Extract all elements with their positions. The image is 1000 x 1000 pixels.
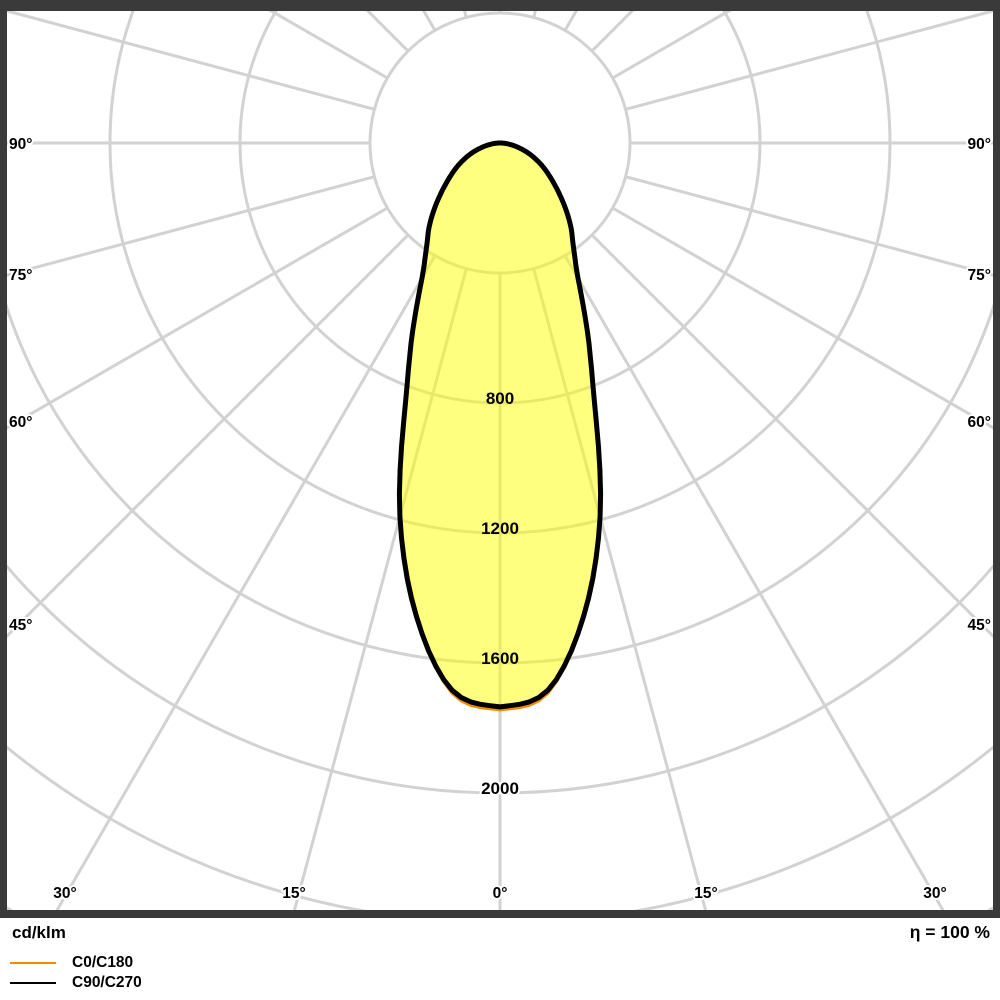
ring-label-1200: 1200 xyxy=(481,519,519,538)
angle-label-right-60°: 60° xyxy=(968,414,991,431)
curve-c90-c270 xyxy=(396,140,604,710)
legend: C0/C180 C90/C270 xyxy=(10,953,142,993)
angle-label-left-45°: 45° xyxy=(9,617,32,634)
chart-frame xyxy=(0,0,1000,918)
angle-label-left-75°: 75° xyxy=(9,267,32,284)
angle-label-left-60°: 60° xyxy=(9,414,32,431)
efficiency-label: η = 100 % xyxy=(909,922,990,942)
legend-label-c0-c180: C0/C180 xyxy=(72,954,134,971)
ring-label-2000: 2000 xyxy=(481,779,519,798)
legend-label-c90-c270: C90/C270 xyxy=(72,974,142,991)
angle-label-right-45°: 45° xyxy=(968,617,991,634)
angle-label-bottom-30°: 30° xyxy=(923,885,946,902)
polar-intensity-chart: 800 1200 1600 2000 90° 75° 60° 45° 90° 75° 60° 45° 3… xyxy=(0,0,1000,918)
angle-label-right-75°: 75° xyxy=(968,267,991,284)
legend-swatch-c0-c180 xyxy=(10,962,56,964)
angle-label-bottom-0°: 0° xyxy=(493,885,508,902)
angle-label-bottom-30°: 30° xyxy=(53,885,76,902)
angle-label-left-90°: 90° xyxy=(9,136,32,153)
chart-footer: cd/klm η = 100 % C0/C180 C90/C270 xyxy=(0,918,1000,1000)
angle-label-right-90°: 90° xyxy=(968,136,991,153)
ring-label-800: 800 xyxy=(486,389,514,408)
unit-label: cd/klm xyxy=(12,923,66,942)
angle-label-bottom-15°: 15° xyxy=(694,885,717,902)
legend-item-c0-c180: C0/C180 xyxy=(10,953,142,973)
legend-swatch-c90-c270 xyxy=(10,982,56,984)
legend-item-c90-c270: C90/C270 xyxy=(10,973,142,993)
beam-lobe-fill xyxy=(399,143,601,707)
angle-label-bottom-15°: 15° xyxy=(282,885,305,902)
ring-label-1600: 1600 xyxy=(481,649,519,668)
